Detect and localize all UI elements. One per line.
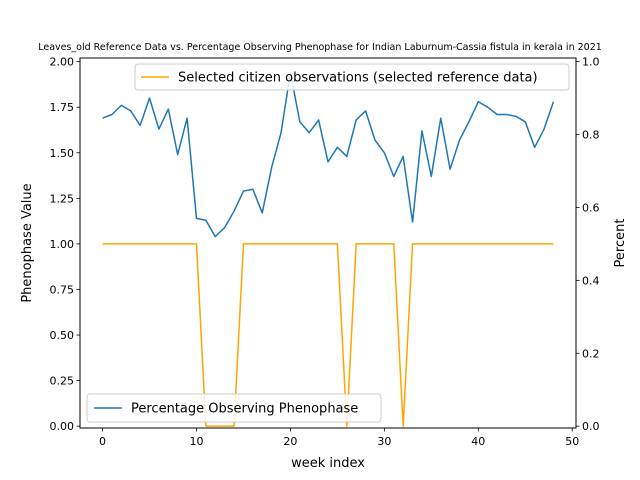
y-left-tick-label: 0.00: [50, 420, 75, 433]
y-axis-left: 0.00 0.25 0.50 0.75 1.00 1.25 1.50 1.75 2.00: [50, 56, 80, 433]
y-left-tick-label: 1.00: [50, 238, 75, 251]
x-tick-label: 10: [189, 435, 203, 448]
x-axis: 0 10 20 30 40 50: [99, 428, 579, 448]
series-line-citizen: [102, 243, 554, 427]
legend-label-citizen: Selected citizen observations (selected …: [178, 71, 538, 86]
y-right-tick-label: 0.4: [582, 274, 600, 287]
x-tick-label: 50: [565, 435, 579, 448]
x-tick-label: 0: [99, 435, 106, 448]
legend-box: [86, 393, 382, 423]
chart-title: Leaves_old Reference Data vs. Percentage…: [38, 42, 602, 53]
y-left-tick-label: 0.50: [50, 329, 75, 342]
legend-citizen: Selected citizen observations (selected …: [134, 63, 570, 91]
legend-percentage: Percentage Observing Phenophase: [86, 393, 382, 423]
x-tick-label: 30: [377, 435, 391, 448]
series-line-percentage: [102, 71, 555, 238]
y-left-tick-label: 0.25: [50, 375, 75, 388]
x-tick-label: 20: [283, 435, 297, 448]
y-left-tick-label: 0.75: [50, 283, 75, 296]
y-right-tick-label: 0.0: [582, 420, 600, 433]
y-left-tick-label: 1.25: [50, 192, 75, 205]
x-tick-label: 40: [471, 435, 485, 448]
y-left-tick-label: 1.75: [50, 101, 75, 114]
y-axis-right: 0.0 0.2 0.4 0.6 0.8 1.0: [576, 56, 600, 433]
y-right-tick-label: 1.0: [582, 56, 600, 69]
plot-frame: [79, 57, 577, 429]
series-layer: [102, 71, 555, 427]
y-axis-right-label: Percent: [613, 219, 628, 268]
legend-label-percentage: Percentage Observing Phenophase: [131, 402, 358, 417]
y-right-tick-label: 0.2: [582, 347, 600, 360]
y-axis-left-label: Phenophase Value: [20, 183, 35, 302]
y-left-tick-label: 2.00: [50, 56, 75, 69]
y-right-tick-label: 0.8: [582, 129, 600, 142]
y-right-tick-label: 0.6: [582, 201, 600, 214]
x-axis-label: week index: [291, 456, 365, 471]
y-left-tick-label: 1.50: [50, 147, 75, 160]
legend-box: [134, 63, 570, 91]
